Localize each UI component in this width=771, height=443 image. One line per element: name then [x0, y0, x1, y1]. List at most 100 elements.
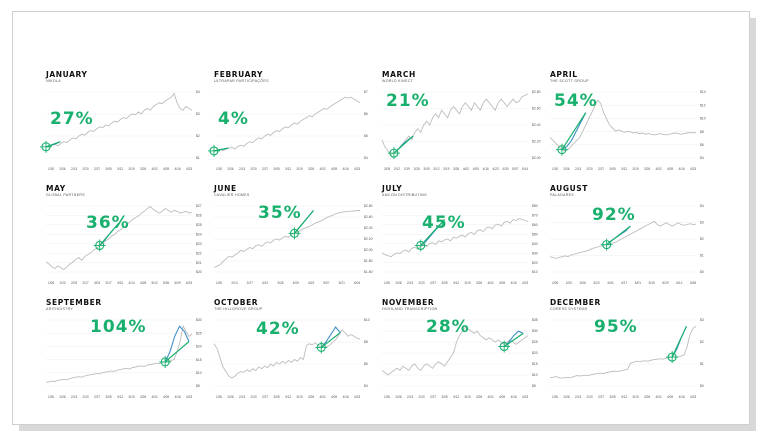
x-tick-label: 2/20: [419, 395, 425, 399]
price-line: [45, 92, 193, 148]
trade-line: [561, 112, 587, 151]
month-title: JULY: [382, 184, 403, 193]
x-tick-label: 4/09: [293, 281, 299, 285]
x-tick-label: 5/14: [522, 167, 528, 171]
crosshair-icon: [208, 144, 220, 157]
company-name: AMCON DISTRIBUTING: [382, 193, 428, 197]
x-tick-label: 3/05: [442, 281, 448, 285]
gain-label: 92%: [592, 205, 636, 225]
x-tick-label: 4/16: [511, 281, 517, 285]
x-tick-label: 2/13: [71, 395, 77, 399]
gain-arrow: [671, 326, 688, 358]
panel-may: MAY GLOBAL PARTNERS $27 $26 $25 $24 $23 $22 $21 $…: [45, 184, 224, 302]
x-tick-label: 2/20: [587, 167, 593, 171]
x-tick-label: 2/20: [251, 167, 257, 171]
y-tick-label: $60: [532, 223, 538, 227]
gain-label: 45%: [422, 213, 466, 233]
x-tick-label: 6/26: [690, 281, 696, 285]
month-title: AUGUST: [550, 184, 589, 193]
y-tick-label: $10: [532, 270, 538, 274]
x-tick-label: 4/16: [483, 167, 489, 171]
y-tick-label: $2.00: [532, 156, 541, 160]
x-tick-label: 2/06: [60, 395, 66, 399]
x-tick-label: 2/06: [564, 167, 570, 171]
line-chart: $2.80 $2.60 $2.40 $2.20 $2.00 2/05 2/12 2/19 2/2…: [381, 90, 541, 171]
x-tick-label: 4/16: [175, 167, 181, 171]
panel-october: OCTOBER THE HILLGROVE GROUP $10 $8 $6 $4 1/30 2…: [213, 298, 392, 416]
line-chart: $2.80 $2.60 $2.40 $2.20 $2.00 $1.80 $1.60 1/30 2…: [213, 203, 373, 285]
x-tick-label: 2/17: [83, 281, 89, 285]
x-tick-label: 4/23: [522, 395, 528, 399]
y-tick-label: $2.60: [364, 215, 373, 219]
x-tick-label: 2/27: [598, 395, 604, 399]
x-tick-label: 2/13: [239, 395, 245, 399]
y-tick-label: $1: [700, 254, 704, 258]
y-tick-label: $40: [532, 242, 538, 246]
x-tick-label: 4/09: [473, 167, 479, 171]
x-tick-label: 1/30: [552, 395, 558, 399]
gain-arrow: [99, 222, 120, 246]
y-tick-label: $6: [700, 143, 704, 147]
x-tick-label: 4/23: [308, 281, 314, 285]
x-tick-label: 1/30: [552, 167, 558, 171]
y-tick-label: $1.80: [364, 259, 373, 263]
panel-january: JANUARY NIKOLA $4 $3 $2 $1 1/30 2/06 2/13 2/20 2/2…: [40, 70, 224, 188]
x-tick-label: 2/03: [71, 281, 77, 285]
y-tick-label: $5: [196, 384, 200, 388]
x-tick-label: 4/17: [621, 281, 627, 285]
gain-label: 95%: [594, 317, 638, 337]
x-tick-label: 6/04: [354, 281, 360, 285]
x-tick-label: 1/30: [48, 395, 54, 399]
line-chart: $80 $70 $60 $50 $40 $30 $20 $10 1/30 2/06 2/13 2/20…: [381, 204, 538, 285]
crosshair-icon: [315, 341, 328, 354]
crosshair-icon: [288, 227, 301, 240]
y-tick-label: $2.20: [532, 140, 541, 144]
company-name: ARITHDISTRY: [46, 307, 74, 311]
x-tick-label: 2/06: [552, 281, 558, 285]
trade-line: [164, 325, 190, 363]
x-tick-label: 3/05: [610, 167, 616, 171]
x-tick-label: 1/30: [216, 167, 222, 171]
x-tick-label: 4/02: [656, 395, 662, 399]
panel-august: AUGUST PALADARES $4 $3 $2 $1 $0 2/06 2/20 3/06 3/2…: [549, 184, 728, 302]
x-tick-label: 2/13: [231, 281, 237, 285]
x-tick-label: 3/03: [94, 281, 100, 285]
price-line: [213, 96, 361, 152]
month-title: OCTOBER: [214, 298, 259, 307]
company-name: GLOBAL PARTNERS: [46, 193, 85, 197]
y-tick-label: $3: [196, 112, 200, 116]
x-tick-label: 2/13: [407, 281, 413, 285]
y-tick-label: $30: [532, 251, 538, 255]
y-tick-label: $1: [196, 156, 200, 160]
month-title: JANUARY: [46, 70, 88, 79]
x-tick-label: 6/09: [175, 281, 181, 285]
y-tick-label: $20: [196, 270, 202, 274]
y-tick-label: $6: [364, 362, 368, 366]
y-tick-label: $30: [196, 318, 202, 322]
price-line: [381, 326, 529, 376]
crosshair-icon: [414, 239, 427, 252]
y-tick-label: $10: [196, 371, 202, 375]
x-tick-label: 2/20: [251, 395, 257, 399]
trade-line: [320, 326, 341, 348]
y-tick-label: $14: [700, 90, 706, 94]
x-tick-label: 3/31: [117, 281, 123, 285]
x-tick-label: 3/12: [621, 395, 627, 399]
x-tick-label: 4/02: [320, 395, 326, 399]
x-tick-label: 4/09: [667, 395, 673, 399]
crosshair-icon: [40, 140, 52, 153]
gain-label: 27%: [50, 109, 94, 129]
month-title: MARCH: [382, 70, 416, 79]
x-tick-label: 1/30: [384, 395, 390, 399]
month-title: FEBRUARY: [214, 70, 263, 79]
y-tick-label: $30: [532, 329, 538, 333]
y-tick-label: $24: [196, 232, 202, 236]
y-tick-label: $35: [532, 318, 538, 322]
x-tick-label: 2/27: [598, 167, 604, 171]
x-tick-label: 2/27: [430, 395, 436, 399]
x-tick-label: 2/06: [396, 281, 402, 285]
x-tick-label: 5/21: [339, 281, 345, 285]
x-tick-label: 4/02: [656, 167, 662, 171]
x-tick-label: 5/07: [512, 167, 518, 171]
gain-label: 21%: [386, 91, 430, 111]
